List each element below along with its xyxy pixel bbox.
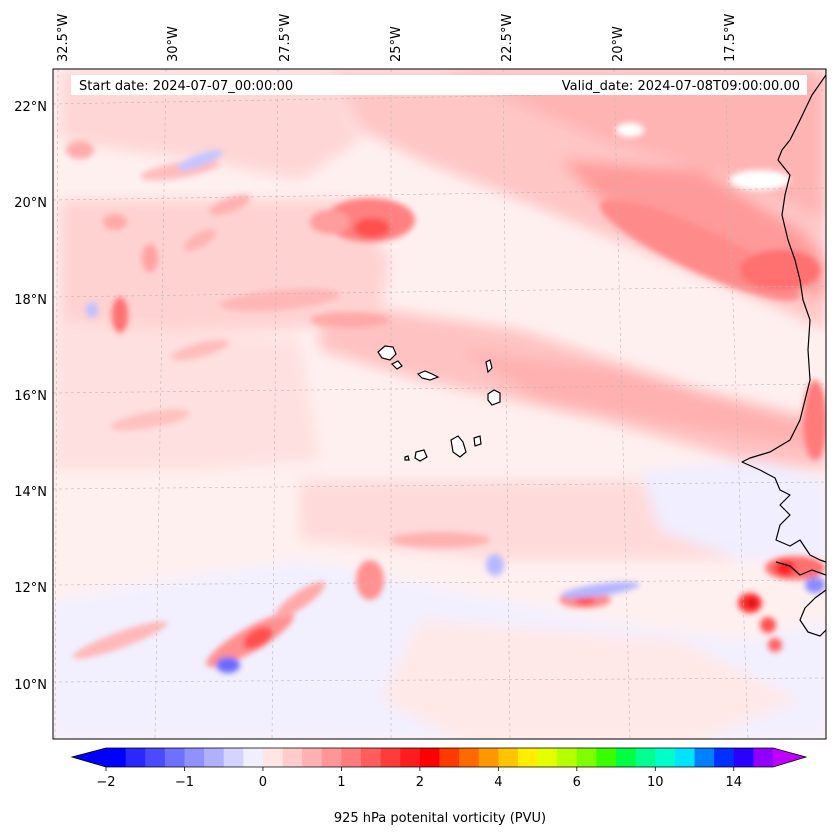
start-date-text: Start date: 2024-07-07_00:00:00 [79,79,293,94]
lon-label-30w: 30°W [166,26,181,62]
lat-label-14n: 14°N [14,485,47,500]
island-santiago [450,435,467,458]
colorbar-cell [164,748,186,767]
island-sao-nicolau [416,370,440,381]
longitude-labels: 32.5°W 30°W 27.5°W 25°W 22.5°W 20°W 17.5… [56,14,738,62]
lon-label-27-5w: 27.5°W [278,14,293,62]
colorbar-cell [380,748,401,767]
lat-label-16n: 16°N [14,389,47,404]
colorbar-cell [596,748,617,767]
africa-coastline [741,69,826,563]
colorbar-tick-label: 1 [337,775,345,790]
colorbar-cells [106,748,774,767]
colorbar-cell [733,748,754,767]
colorbar-cell [517,748,539,767]
lat-label-20n: 20°N [14,196,47,211]
colorbar-tick-label: 2 [416,775,424,790]
lat-label-18n: 18°N [14,293,47,308]
colorbar-tick-label: −1 [175,775,194,790]
colorbar-tick-label: 6 [573,775,581,790]
cape-verde-islands [377,345,501,462]
island-santo-antao [377,345,397,361]
map-plot-area: Start date: 2024-07-07_00:00:00 Valid_da… [53,69,826,739]
island-sal [485,359,493,374]
colorbar-cell [145,748,166,767]
colorbar-cell [282,748,303,767]
lon-label-25w: 25°W [389,26,404,62]
colorbar-cell [204,748,225,767]
island-maio [473,435,482,447]
lon-label-32-5w: 32.5°W [56,14,71,62]
latitude-labels: 22°N 20°N 18°N 16°N 14°N 12°N 10°N [14,100,47,693]
colorbar-cell [223,748,244,767]
lat-label-12n: 12°N [14,581,47,596]
colorbar-cell [243,748,264,767]
colorbar-cell [655,748,676,767]
coastlines [741,69,826,637]
colorbar-tick-label: 0 [259,775,267,790]
colorbar-cell [459,748,480,767]
colorbar-cell [478,748,499,767]
colorbar-cell [341,748,362,767]
colorbar-tick-label: 10 [647,775,664,790]
colorbar-cell [262,748,284,767]
colorbar-cell [498,748,519,767]
valid-date-text: Valid_date: 2024-07-08T09:00:00.00 [562,79,800,94]
colorbar-cell [419,748,441,767]
coast-inlet [775,561,826,576]
colorbar-cell [125,748,146,767]
colorbar-cell [753,748,774,767]
colorbar-label: 925 hPa potenital vorticity (PVU) [334,811,546,826]
lon-label-17-5w: 17.5°W [723,14,738,62]
colorbar: −2 −1 0 1 2 4 6 10 14 925 hPa potenital vorticit… [70,747,808,826]
colorbar-tick-label: −2 [96,775,115,790]
colorbar-cell [321,748,343,767]
colorbar-cell [400,748,421,767]
colorbar-tick-label: 4 [494,775,502,790]
map-frame [52,68,827,740]
colorbar-cell [361,748,382,767]
lat-label-10n: 10°N [14,678,47,693]
colorbar-cell [557,748,578,767]
guinea-bissau-coastline [799,589,826,637]
colorbar-cell [576,748,598,767]
colorbar-ticks: −2 −1 0 1 2 4 6 10 14 [96,767,742,790]
lat-label-22n: 22°N [14,100,47,115]
island-fogo [414,449,428,462]
colorbar-tick-label: 14 [725,775,742,790]
colorbar-cell [537,748,558,767]
colorbar-high-extension [773,748,806,767]
colorbar-cell [302,748,323,767]
colorbar-cell [674,748,696,767]
lon-label-20w: 20°W [611,26,626,62]
island-boa-vista [487,389,501,406]
colorbar-cell [106,748,127,767]
colorbar-cell [635,748,656,767]
colorbar-cell [184,748,205,767]
island-brava [404,455,410,461]
lon-label-22-5w: 22.5°W [500,14,515,62]
colorbar-cell [694,748,715,767]
colorbar-cell [616,748,637,767]
colorbar-low-extension [72,748,106,767]
island-sao-vicente [390,360,403,370]
colorbar-cell [714,748,735,767]
info-box [71,75,807,95]
colorbar-cell [439,748,460,767]
